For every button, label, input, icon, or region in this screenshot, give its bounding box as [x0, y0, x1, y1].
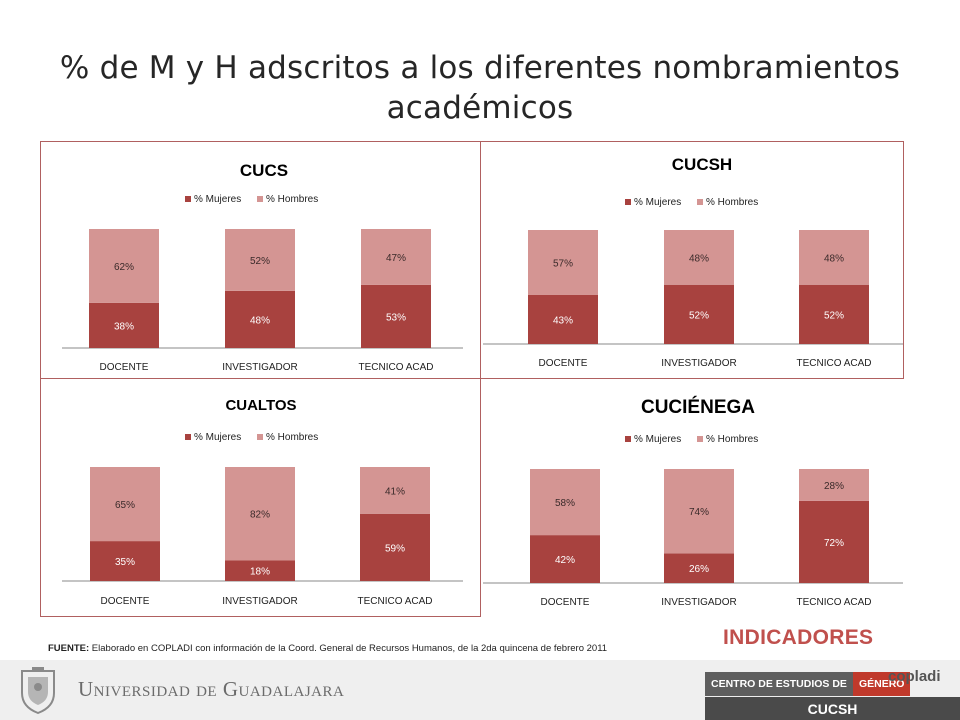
footnote-text: Elaborado en COPLADI con información de …: [89, 643, 608, 654]
legend-label-mujeres: % Mujeres: [194, 194, 241, 205]
chart-title-cucs: CUCS: [240, 161, 288, 180]
bar-mujeres-cucsh-2: [799, 284, 869, 344]
legend-label-mujeres: % Mujeres: [634, 434, 681, 445]
data-label-hombres: 28%: [824, 481, 844, 492]
legend-swatch-hombres: [697, 199, 703, 205]
cucsh-footer-label: CUCSH: [705, 697, 960, 720]
legend-swatch-hombres: [257, 196, 263, 202]
data-label-mujeres: 72%: [824, 538, 844, 549]
category-label: INVESTIGADOR: [661, 597, 737, 608]
ceg-right-text: GÉNERO: [852, 672, 911, 696]
slide-title: % de M y H adscritos a los diferentes no…: [59, 50, 901, 126]
category-label: INVESTIGADOR: [661, 358, 737, 369]
legend-swatch-mujeres: [185, 196, 191, 202]
chart-title-cucsh: CUCSH: [672, 155, 732, 174]
legend-swatch-hombres: [257, 434, 263, 440]
data-label-hombres: 41%: [385, 486, 405, 497]
category-label: INVESTIGADOR: [222, 596, 298, 607]
legend-swatch-mujeres: [625, 436, 631, 442]
data-label-hombres: 82%: [250, 510, 270, 521]
legend-label-mujeres: % Mujeres: [634, 197, 681, 208]
data-label-mujeres: 18%: [250, 567, 270, 578]
data-label-hombres: 48%: [689, 253, 709, 264]
data-label-mujeres: 42%: [555, 555, 575, 566]
data-label-mujeres: 43%: [553, 315, 573, 326]
source-footnote: FUENTE: Elaborado en COPLADI con informa…: [48, 643, 607, 654]
ceg-badge: CENTRO DE ESTUDIOS DE GÉNERO: [705, 672, 911, 696]
charts-canvas: CUCS % Mujeres % Hombres 38% 62% DOCENTE 48% 52…: [62, 155, 903, 608]
bar-hombres-cucienega-2: [799, 469, 869, 501]
category-label: TECNICO ACAD: [357, 596, 432, 607]
data-label-hombres: 62%: [114, 262, 134, 273]
legend-label-hombres: % Hombres: [266, 194, 318, 205]
bar-hombres-cucs-1: [225, 229, 295, 291]
bar-hombres-cucienega-0: [530, 469, 600, 536]
bar-mujeres-cualtos-1: [225, 560, 295, 581]
copladi-word: copladi: [888, 668, 941, 685]
category-label: DOCENTE: [539, 358, 588, 369]
ceg-left-text: CENTRO DE ESTUDIOS DE: [705, 672, 853, 696]
chart-title-cucienega: CUCIÉNEGA: [641, 396, 755, 418]
category-label: TECNICO ACAD: [796, 358, 871, 369]
bar-hombres-cualtos-0: [90, 467, 160, 542]
udg-seal-icon: [21, 667, 55, 715]
footnote-label: FUENTE:: [48, 643, 90, 654]
bar-mujeres-cucienega-2: [799, 500, 869, 583]
data-label-mujeres: 48%: [250, 315, 270, 326]
category-label: TECNICO ACAD: [358, 362, 433, 373]
legend-swatch-mujeres: [625, 199, 631, 205]
legend-label-hombres: % Hombres: [706, 197, 758, 208]
legend-label-mujeres: % Mujeres: [194, 432, 241, 443]
bar-hombres-cucienega-1: [664, 469, 734, 554]
bar-hombres-cucs-2: [361, 229, 431, 285]
bar-mujeres-cucs-1: [225, 290, 295, 348]
category-label: DOCENTE: [101, 596, 150, 607]
data-label-mujeres: 52%: [824, 310, 844, 321]
indicadores-label: INDICADORES: [723, 626, 874, 649]
bar-mujeres-cucs-2: [361, 284, 431, 348]
bar-hombres-cualtos-1: [225, 467, 295, 561]
category-label: TECNICO ACAD: [796, 597, 871, 608]
legend-swatch-mujeres: [185, 434, 191, 440]
data-label-hombres: 52%: [250, 256, 270, 267]
bar-hombres-cucsh-0: [528, 230, 598, 295]
copladi-logo: copladi: [888, 668, 952, 694]
legend-label-hombres: % Hombres: [266, 432, 318, 443]
bar-mujeres-cualtos-2: [360, 513, 430, 581]
bar-mujeres-cucsh-1: [664, 284, 734, 344]
data-label-mujeres: 38%: [114, 321, 134, 332]
legend-label-hombres: % Hombres: [706, 434, 758, 445]
data-label-mujeres: 53%: [386, 312, 406, 323]
data-label-mujeres: 59%: [385, 543, 405, 554]
bar-mujeres-cucienega-0: [530, 535, 600, 583]
data-label-hombres: 47%: [386, 253, 406, 264]
chart-title-cualtos: CUALTOS: [225, 397, 296, 414]
category-label: INVESTIGADOR: [222, 362, 298, 373]
category-label: DOCENTE: [100, 362, 149, 373]
bar-mujeres-cucsh-0: [528, 294, 598, 344]
bar-hombres-cualtos-2: [360, 467, 430, 514]
legend-swatch-hombres: [697, 436, 703, 442]
bar-hombres-cucs-0: [89, 229, 159, 303]
data-label-hombres: 58%: [555, 498, 575, 509]
data-label-mujeres: 35%: [115, 557, 135, 568]
bar-mujeres-cucs-0: [89, 302, 159, 348]
data-label-mujeres: 52%: [689, 310, 709, 321]
data-label-mujeres: 26%: [689, 564, 709, 575]
data-label-hombres: 74%: [689, 507, 709, 518]
university-name: Universidad de Guadalajara: [78, 677, 345, 701]
data-label-hombres: 48%: [824, 253, 844, 264]
data-label-hombres: 57%: [553, 258, 573, 269]
charts-frame: [40, 141, 904, 617]
data-label-hombres: 65%: [115, 500, 135, 511]
bar-hombres-cucsh-1: [664, 230, 734, 285]
bar-mujeres-cualtos-0: [90, 541, 160, 581]
category-label: DOCENTE: [541, 597, 590, 608]
bar-hombres-cucsh-2: [799, 230, 869, 285]
bar-mujeres-cucienega-1: [664, 553, 734, 583]
